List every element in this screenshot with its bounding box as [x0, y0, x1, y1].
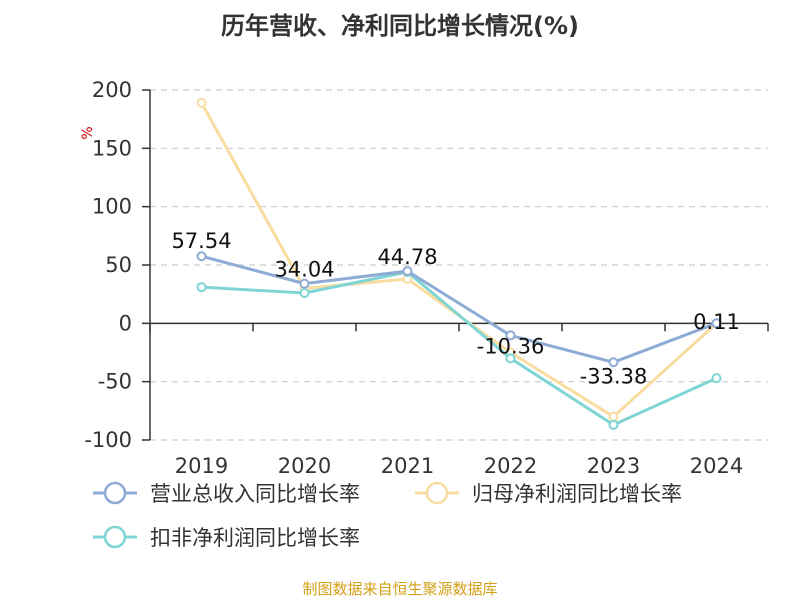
data-point [608, 419, 619, 430]
legend-marker [103, 481, 127, 505]
data-point [196, 251, 207, 262]
legend-label: 营业总收入同比增长率 [150, 482, 360, 506]
legend-label: 归母净利润同比增长率 [472, 482, 682, 506]
x-tick-label: 2023 [587, 454, 640, 478]
data-point [608, 411, 619, 422]
y-tick-label: 100 [92, 195, 132, 219]
series-line [201, 270, 718, 427]
data-point [505, 330, 516, 341]
data-label: 44.78 [377, 245, 437, 269]
legend-label: 扣非净利润同比增长率 [150, 526, 360, 550]
data-point [505, 353, 516, 364]
y-tick-label: -100 [84, 428, 132, 452]
source-note: 制图数据来自恒生聚源数据库 [302, 580, 498, 598]
data-point [711, 318, 722, 329]
data-point [608, 357, 619, 368]
y-tick-label: 150 [92, 136, 132, 160]
y-tick-label: 0 [119, 311, 132, 335]
data-point [402, 266, 413, 277]
chart-title: 历年营收、净利同比增长情况(%) [221, 12, 579, 40]
data-label: 57.54 [171, 229, 231, 253]
y-axis-unit-label: % [80, 126, 96, 139]
data-label: -33.38 [580, 364, 648, 388]
x-tick-label: 2020 [278, 454, 331, 478]
data-label: -10.36 [477, 334, 545, 358]
data-point [299, 278, 310, 289]
data-point [711, 373, 722, 384]
data-point [196, 97, 207, 108]
data-point [299, 288, 310, 298]
x-tick-label: 2022 [484, 454, 537, 478]
x-tick-label: 2021 [381, 454, 434, 478]
y-tick-label: -50 [98, 370, 132, 394]
y-tick-label: 50 [105, 253, 132, 277]
series-line [201, 254, 718, 364]
x-tick-label: 2019 [175, 454, 228, 478]
legend-marker [103, 525, 127, 549]
x-tick-label: 2024 [690, 454, 743, 478]
y-tick-label: 200 [92, 78, 132, 102]
data-point [196, 282, 207, 293]
legend-marker [425, 481, 449, 505]
data-label: 34.04 [274, 258, 334, 282]
data-label: 0.11 [693, 310, 740, 334]
